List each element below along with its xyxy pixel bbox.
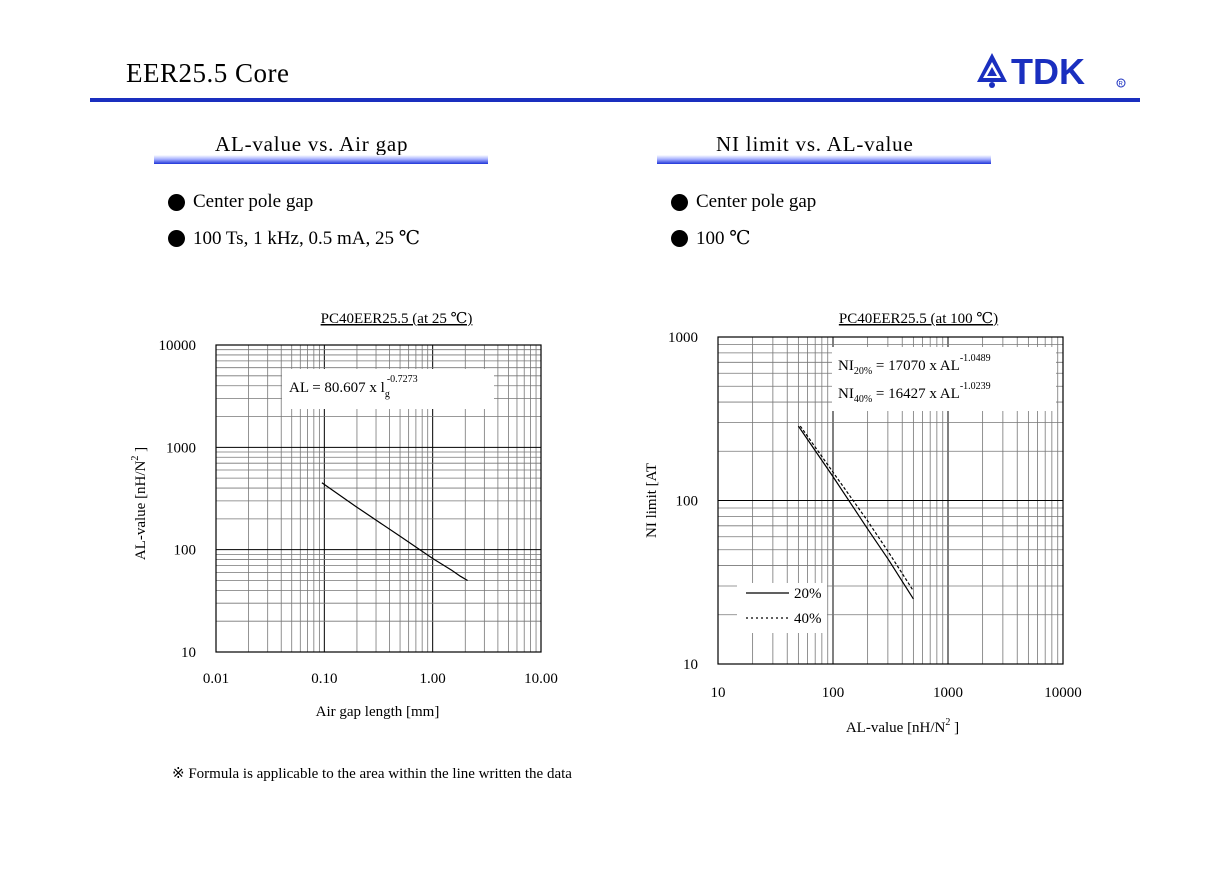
legend-label: 40%	[794, 611, 822, 627]
series-line-20pct	[797, 425, 914, 600]
legend-box	[737, 583, 827, 633]
series-line-1	[321, 482, 468, 582]
chart-title: PC40EER25.5 (at 100 ℃)	[839, 311, 998, 327]
x-tick-label: 1000	[933, 685, 963, 701]
legend-label: 20%	[794, 586, 822, 602]
x-tick-label: 10000	[1044, 685, 1082, 701]
bullet-text: 100 Ts, 1 kHz, 0.5 mA, 25 ℃	[193, 228, 420, 249]
x-tick-label: 10	[711, 685, 726, 701]
bullet-right-2: 100 ℃	[671, 227, 751, 250]
section-bar-left	[154, 155, 488, 164]
x-tick-label: 1.00	[420, 671, 446, 687]
series-line-40pct	[799, 425, 914, 592]
bullet-left-1: Center pole gap	[168, 191, 313, 213]
y-tick-label: 100	[174, 543, 197, 559]
chart-title: PC40EER25.5 (at 25 ℃)	[321, 311, 473, 327]
x-tick-label: 0.10	[311, 671, 337, 687]
tdk-logo: TDK R	[977, 51, 1126, 92]
x-axis-label: AL-value [nH/N2 ]	[846, 717, 959, 736]
bullet-text: Center pole gap	[696, 191, 817, 212]
section-title-left: AL-value vs. Air gap	[215, 132, 409, 156]
title-rule	[90, 98, 1140, 102]
bullet-dot-icon	[671, 230, 688, 247]
x-tick-label: 0.01	[203, 671, 229, 687]
y-tick-label: 10	[683, 657, 698, 673]
bullet-dot-icon	[168, 193, 185, 211]
registered-icon: R	[1116, 78, 1126, 88]
y-axis-label: NI limit [AT	[644, 463, 660, 538]
x-axis-label: Air gap length [mm]	[316, 704, 440, 720]
formula-box	[832, 347, 1056, 411]
chart-2: 10 100 1000 10000 10 100 1000 PC40EER25.5 (at 1…	[644, 311, 1082, 736]
bullet-dot-icon	[671, 193, 688, 211]
tdk-logo-text: TDK	[1011, 51, 1085, 92]
formula-box	[282, 369, 494, 409]
svg-text:R: R	[1119, 82, 1124, 88]
bullet-right-1: Center pole gap	[671, 191, 816, 213]
y-tick-label: 100	[676, 494, 699, 510]
page-title: EER25.5 Core	[126, 58, 290, 88]
formula-annotation: NI40% = 16427 x AL-1.0239	[838, 381, 991, 405]
x-tick-label: 100	[822, 685, 845, 701]
legend: 20% 40%	[737, 583, 827, 633]
plot-frame	[717, 336, 1064, 665]
y-tick-label: 1000	[166, 440, 196, 456]
y-tick-label: 10	[181, 645, 196, 661]
y-axis-label: AL-value [nH/N2 ]	[130, 447, 149, 560]
section-title-right: NI limit vs. AL-value	[716, 132, 914, 156]
y-tick-label: 10000	[159, 338, 197, 354]
bullet-dot-icon	[168, 230, 185, 247]
formula-annotation: AL = 80.607 x lg-0.7273	[289, 374, 418, 400]
chart-1: 0.01 0.10 1.00 10.00 10 100 1000 10000 PC40EER25…	[130, 311, 558, 720]
y-tick-label: 1000	[668, 330, 698, 346]
plot-frame	[215, 344, 542, 653]
bullet-text: 100 ℃	[696, 228, 751, 249]
x-tick-label: 10.00	[524, 671, 558, 687]
bullet-left-2: 100 Ts, 1 kHz, 0.5 mA, 25 ℃	[168, 227, 420, 250]
section-bar-right	[657, 155, 991, 164]
formula-annotation: NI20% = 17070 x AL-1.0489	[838, 353, 991, 377]
bullet-text: Center pole gap	[193, 191, 314, 212]
tdk-emblem-icon	[977, 53, 1007, 88]
footnote: ※ Formula is applicable to the area with…	[172, 766, 572, 782]
